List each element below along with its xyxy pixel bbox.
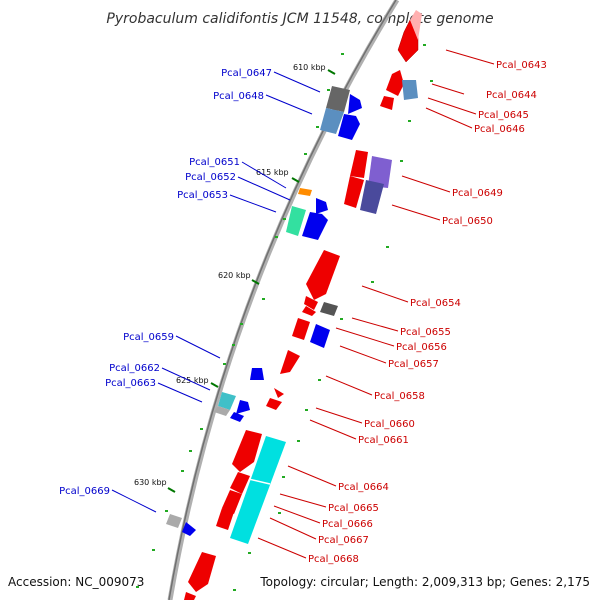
gene-arrow-pcal-0669[interactable] [182, 522, 196, 536]
gene-arrow-pcal-0665[interactable] [230, 472, 250, 494]
gene-label[interactable]: Pcal_0657 [388, 359, 439, 370]
gene-arrow-pcal-0647[interactable] [326, 86, 350, 112]
gene-arrow-pcal-0666[interactable] [222, 490, 242, 514]
kbp-ticks: 610 kbp 615 kbp 620 kbp 625 kbp 630 kbp [134, 63, 336, 493]
gene-arrow-pcal-0646[interactable] [380, 96, 394, 110]
forward-labels: Pcal_0647 Pcal_0648 Pcal_0651 Pcal_0652 … [59, 68, 272, 497]
gene-arrow-pcal-0668-tip[interactable] [184, 592, 196, 600]
gene-arrow-pcal-0649[interactable] [368, 156, 392, 188]
gene-arrow-pcal-0652[interactable] [316, 198, 328, 214]
gene-arrow-pcal-0656[interactable] [310, 324, 330, 348]
kbp-tick-label: 630 kbp [134, 478, 167, 487]
reverse-labels: Pcal_0643 Pcal_0644 Pcal_0645 Pcal_0646 … [308, 60, 547, 565]
kbp-tick: 615 kbp [256, 168, 300, 183]
gene-label[interactable]: Pcal_0649 [452, 188, 503, 199]
gene-arrow-pcal-0660[interactable] [274, 388, 284, 398]
gene-label[interactable]: Pcal_0644 [486, 90, 537, 101]
gene-arrow-pcal-0655-red[interactable] [304, 296, 318, 310]
gene-label[interactable]: Pcal_0647 [221, 68, 272, 79]
gene-arrow-pcal-0663[interactable] [236, 400, 250, 414]
forward-leader-lines [111, 71, 321, 513]
gene-arrow-pcal-0664-red[interactable] [232, 430, 262, 472]
forward-strand-features [166, 86, 362, 536]
gene-arrow-pcal-0650[interactable] [360, 180, 384, 214]
gene-label[interactable]: Pcal_0643 [496, 60, 547, 71]
kbp-tick: 625 kbp [176, 376, 219, 388]
gene-label[interactable]: Pcal_0652 [185, 172, 236, 183]
gene-label[interactable]: Pcal_0655 [400, 327, 451, 338]
minor-ticks-inner [136, 53, 344, 588]
gene-arrow-pcal-0645[interactable] [402, 80, 418, 100]
gene-label[interactable]: Pcal_0661 [358, 435, 409, 446]
gene-label[interactable]: Pcal_0659 [123, 332, 174, 343]
gene-arrow-pcal-0644[interactable] [386, 70, 404, 96]
topology-text: Topology: circular; Length: 2,009,313 bp… [259, 575, 590, 589]
gene-label[interactable]: Pcal_0660 [364, 419, 415, 430]
kbp-tick-label: 620 kbp [218, 271, 251, 280]
gene-arrow-pcal-0664[interactable] [230, 436, 286, 544]
gene-label[interactable]: Pcal_0664 [338, 482, 389, 493]
gene-arrow-pcal-0653-blue[interactable] [302, 212, 328, 240]
gene-arrow-pcal-0668[interactable] [188, 552, 216, 592]
gene-label[interactable]: Pcal_0668 [308, 554, 359, 565]
gene-label[interactable]: Pcal_0646 [474, 124, 525, 135]
gene-arrow-pcal-0654[interactable] [306, 250, 340, 300]
gene-arrow-pcal-0655-red2[interactable] [302, 306, 316, 316]
gene-arrow-pcal-0659[interactable] [250, 368, 264, 380]
gene-arrow-pcal-0662[interactable] [218, 392, 236, 410]
gene-arrow-pcal-0653[interactable] [286, 206, 306, 236]
gene-arrow-pcal-0648-blue2[interactable] [338, 114, 360, 140]
gene-label[interactable]: Pcal_0656 [396, 342, 447, 353]
gene-label[interactable]: Pcal_0653 [177, 190, 228, 201]
kbp-tick-label: 625 kbp [176, 376, 209, 385]
gene-label[interactable]: Pcal_0651 [189, 157, 240, 168]
minor-ticks-outer [233, 44, 433, 591]
kbp-tick: 610 kbp [293, 63, 336, 75]
accession-text: Accession: NC_009073 [8, 575, 144, 589]
gene-label[interactable]: Pcal_0645 [478, 110, 529, 121]
reverse-strand-features [184, 10, 422, 600]
gene-label[interactable]: Pcal_0658 [374, 391, 425, 402]
gene-label[interactable]: Pcal_0648 [213, 91, 264, 102]
gene-label[interactable]: Pcal_0662 [109, 363, 160, 374]
gene-arrow-pcal-0662-grey[interactable] [214, 406, 230, 416]
gene-label[interactable]: Pcal_0666 [322, 519, 373, 530]
gene-arrow-pcal-0648[interactable] [320, 108, 344, 134]
kbp-tick-label: 610 kbp [293, 63, 326, 72]
kbp-tick-label: 615 kbp [256, 168, 289, 177]
gene-label[interactable]: Pcal_0654 [410, 298, 461, 309]
gene-arrow-pcal-0650-red[interactable] [344, 176, 364, 208]
gene-label[interactable]: Pcal_0650 [442, 216, 493, 227]
gene-label[interactable]: Pcal_0663 [105, 378, 156, 389]
gene-arrow-pcal-0643-ext[interactable] [410, 10, 422, 40]
genome-backbone [167, 0, 400, 600]
gene-arrow-pcal-0663-b[interactable] [230, 412, 244, 422]
gene-arrow-pcal-0669-grey[interactable] [166, 514, 182, 528]
reverse-leader-lines [257, 49, 495, 559]
gene-label[interactable]: Pcal_0669 [59, 486, 110, 497]
kbp-tick: 630 kbp [134, 478, 176, 493]
gene-arrow-pcal-0648-blue[interactable] [348, 94, 362, 114]
kbp-tick: 620 kbp [218, 271, 260, 285]
genome-backbone-shadow [168, 0, 397, 600]
gene-arrow-pcal-0649-red[interactable] [350, 150, 368, 178]
gene-label[interactable]: Pcal_0665 [328, 503, 379, 514]
gene-arrow-pcal-0655[interactable] [320, 302, 338, 316]
gene-label[interactable]: Pcal_0667 [318, 535, 369, 546]
map-title: Pyrobaculum calidifontis JCM 11548, comp… [106, 11, 493, 27]
gene-arrow-pcal-0661[interactable] [266, 398, 282, 410]
gene-arrow-pcal-0667[interactable] [216, 508, 234, 530]
gene-arrow-pcal-0651[interactable] [298, 188, 312, 196]
gene-arrow-pcal-0658[interactable] [280, 350, 300, 374]
gene-arrow-pcal-0657[interactable] [292, 318, 310, 340]
